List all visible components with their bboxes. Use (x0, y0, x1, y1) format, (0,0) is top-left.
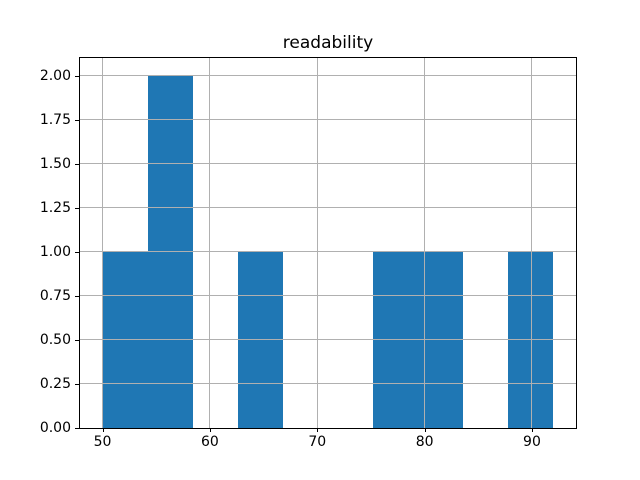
y-tick-mark (75, 251, 79, 253)
y-tick-mark (75, 163, 79, 165)
x-tick-label: 80 (415, 434, 434, 450)
y-tick-mark (75, 207, 79, 209)
x-tick-mark (317, 428, 319, 432)
x-tick-label: 50 (93, 434, 112, 450)
chart-title: readability (282, 33, 374, 53)
y-tick-label: 2.00 (39, 67, 71, 84)
gridline-horizontal (80, 295, 576, 297)
y-tick-mark (75, 383, 79, 385)
y-tick-label: 1.00 (39, 243, 71, 260)
x-tick-mark (531, 428, 533, 432)
y-tick-label: 0.25 (39, 375, 71, 392)
x-tick-label: 90 (523, 434, 541, 450)
gridline-vertical (316, 58, 318, 428)
x-tick-mark (424, 428, 426, 432)
y-tick-label: 0.50 (39, 331, 71, 348)
gridline-horizontal (80, 251, 576, 253)
gridline-vertical (424, 58, 426, 428)
plot-area (79, 57, 577, 429)
y-tick-label: 0.00 (39, 420, 71, 436)
y-tick-label: 0.75 (39, 287, 71, 304)
x-tick-mark (102, 428, 104, 432)
gridline-horizontal (80, 207, 576, 209)
gridline-vertical (531, 58, 533, 428)
gridline-horizontal (80, 75, 576, 77)
gridline-horizontal (80, 339, 576, 341)
gridline-horizontal (80, 119, 576, 121)
y-tick-mark (75, 75, 79, 77)
x-tick-label: 60 (200, 434, 219, 450)
y-tick-label: 1.75 (39, 111, 71, 128)
x-tick-label: 70 (308, 434, 327, 450)
y-tick-label: 1.25 (39, 199, 71, 216)
y-tick-mark (75, 339, 79, 341)
gridline-vertical (102, 58, 104, 428)
y-tick-label: 1.50 (39, 155, 71, 172)
x-tick-mark (209, 428, 211, 432)
gridline-horizontal (80, 383, 576, 385)
y-tick-mark (75, 295, 79, 297)
y-tick-mark (75, 428, 79, 429)
y-tick-mark (75, 119, 79, 121)
grid-layer (80, 58, 576, 428)
gridline-vertical (209, 58, 211, 428)
gridline-horizontal (80, 163, 576, 165)
